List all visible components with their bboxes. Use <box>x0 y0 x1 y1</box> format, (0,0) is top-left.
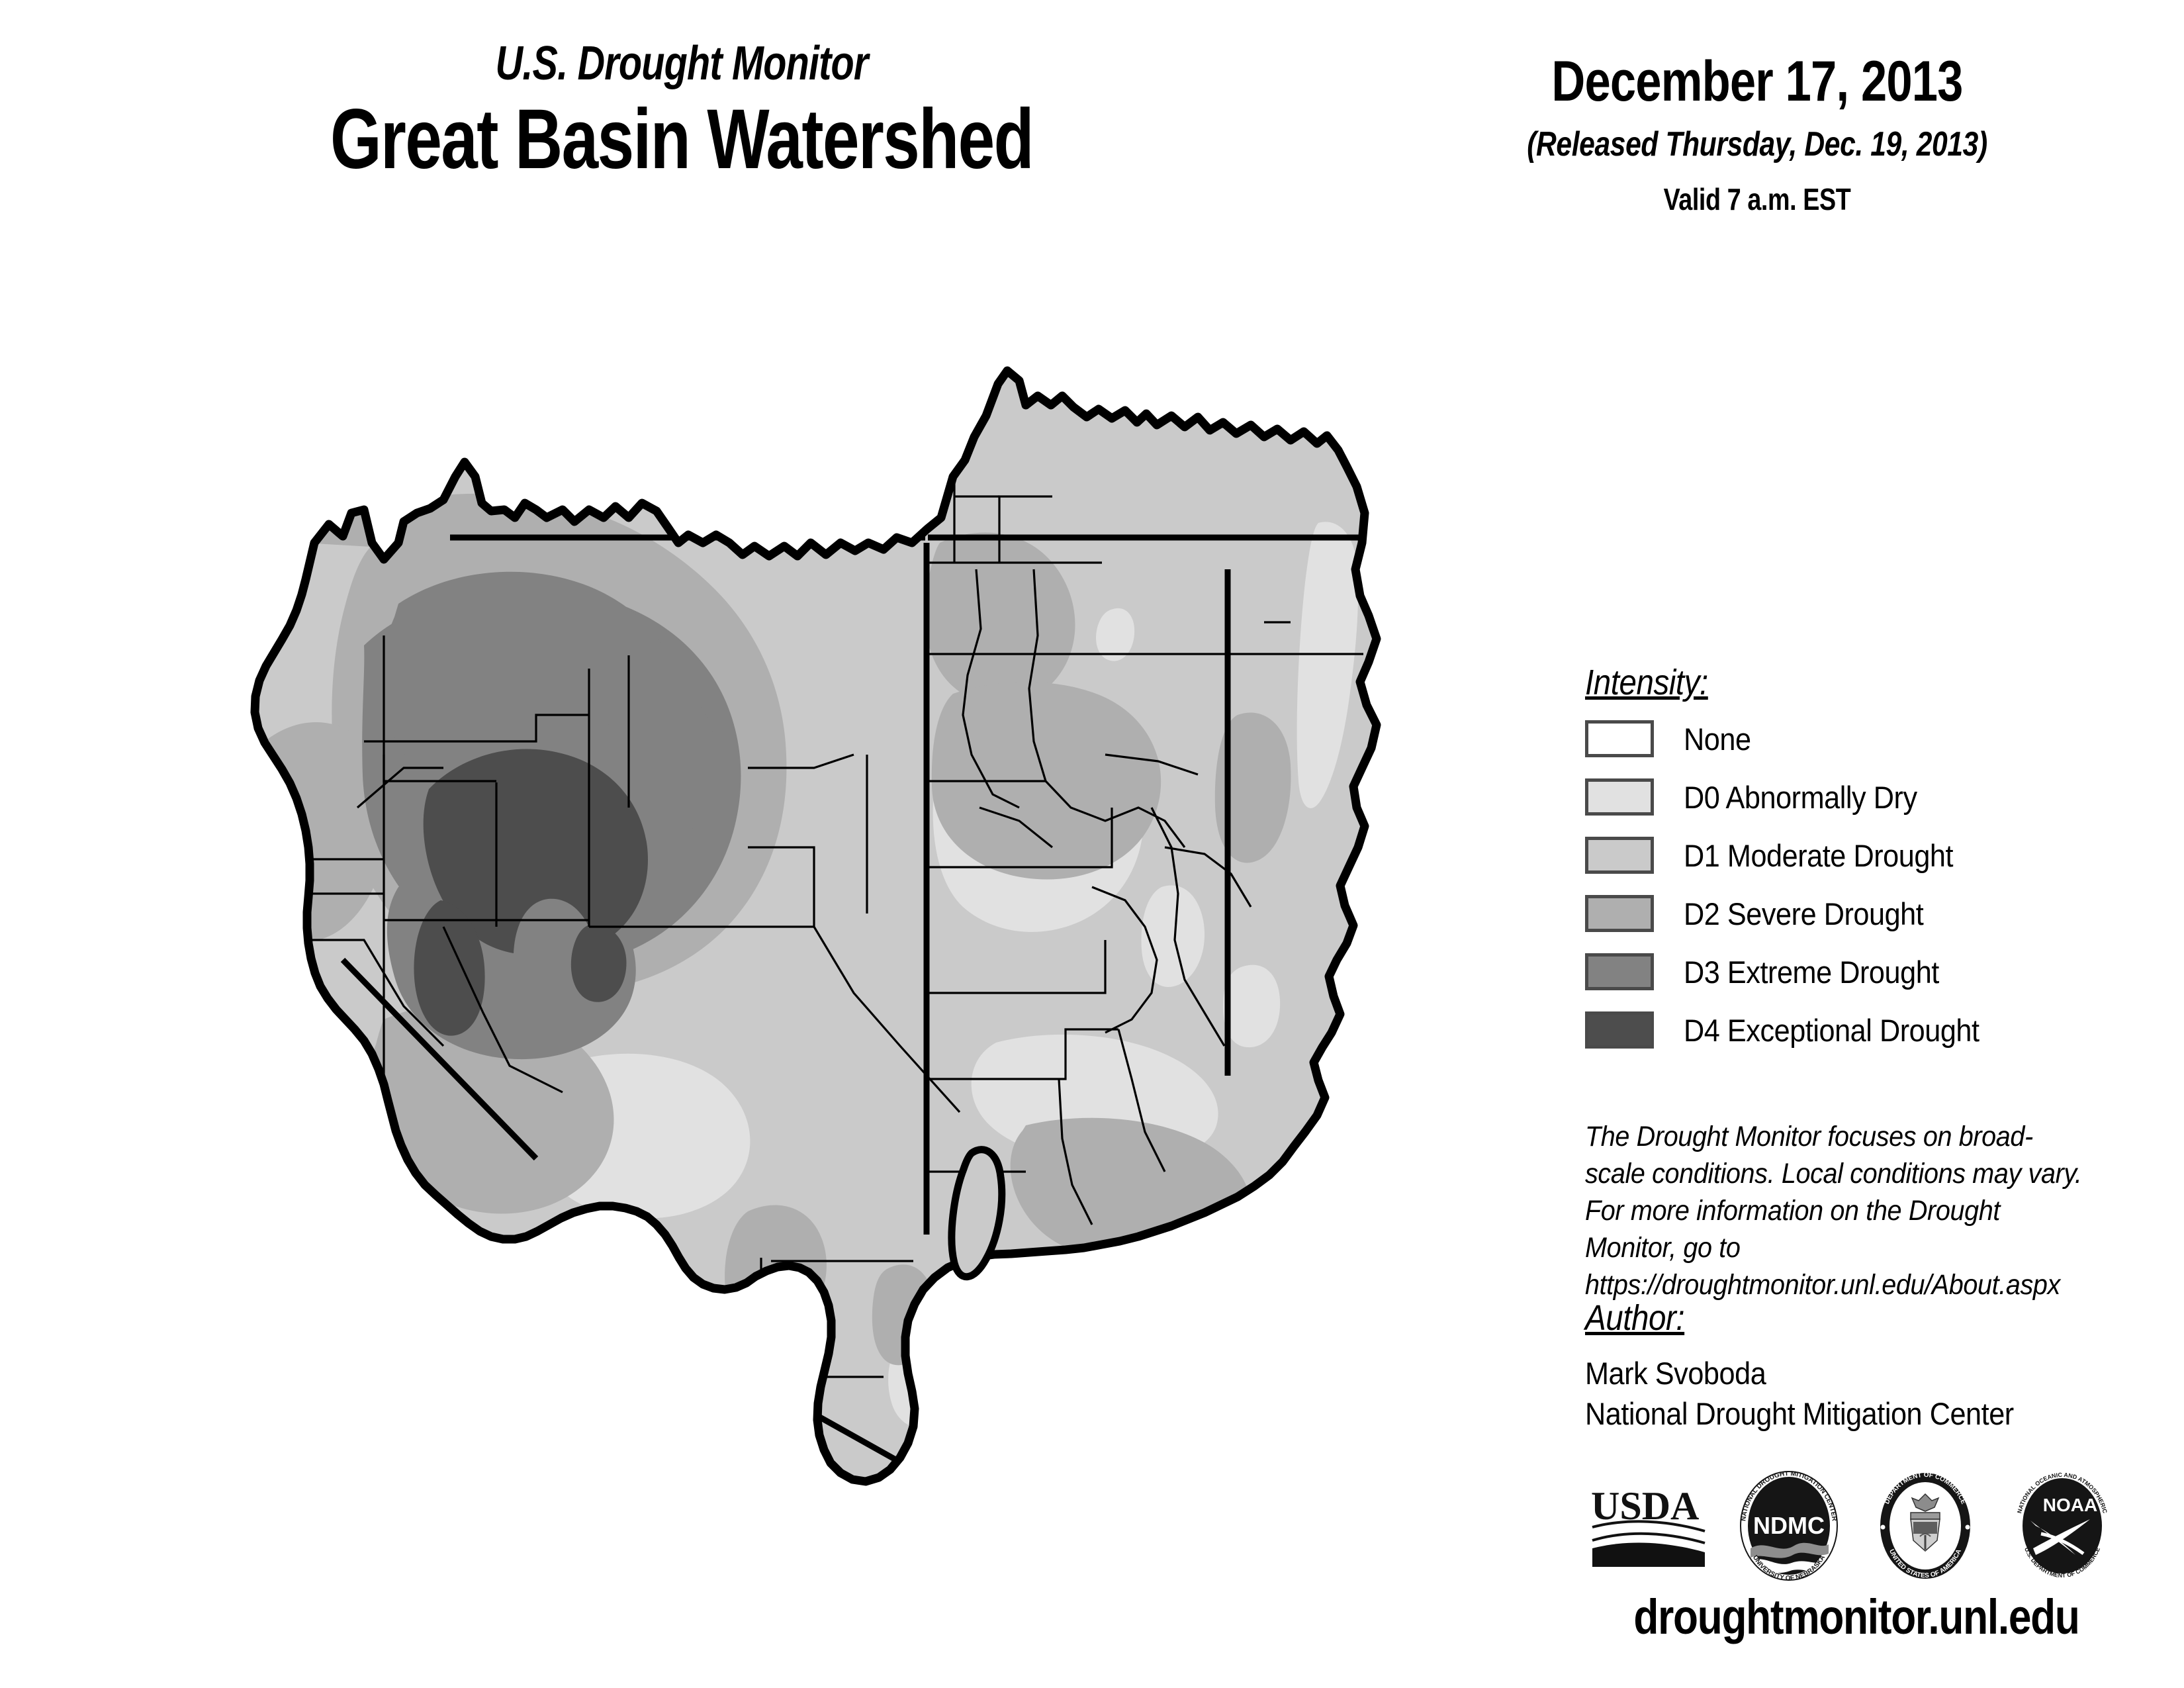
legend-swatch-d1 <box>1585 837 1654 874</box>
author-block: Author: Mark Svoboda National Drought Mi… <box>1585 1297 2134 1434</box>
svg-text:NOAA: NOAA <box>2043 1495 2097 1515</box>
drought-fill-layer <box>255 371 1377 1481</box>
author-affiliation: National Drought Mitigation Center <box>1585 1396 2014 1432</box>
legend-label-d4: D4 Exceptional Drought <box>1684 1012 1979 1048</box>
legend-row-none[interactable]: None <box>1585 715 2115 763</box>
detached-south-arm <box>948 1146 1006 1281</box>
legend-swatch-d0 <box>1585 778 1654 816</box>
legend-row-d2[interactable]: D2 Severe Drought <box>1585 890 2115 937</box>
website-url[interactable]: droughtmonitor.unl.edu <box>1633 1589 2079 1644</box>
legend: Intensity: None D0 Abnormally Dry D1 Mod… <box>1585 662 2115 1064</box>
watershed-outline <box>250 366 1381 1486</box>
noaa-logo: NOAA NATIONAL OCEANIC AND ATMOSPHERIC U.… <box>2007 1470 2118 1585</box>
legend-row-d0[interactable]: D0 Abnormally Dry <box>1585 773 2115 821</box>
legend-label-none: None <box>1684 721 1751 757</box>
fill-d2-region-east-col <box>1214 712 1291 863</box>
fill-d0-region-east-border <box>1223 964 1281 1048</box>
fill-d4-region-tail <box>414 900 485 1036</box>
release-date: (Released Thursday, Dec. 19, 2013) <box>1527 125 1987 164</box>
page-title: Great Basin Watershed <box>330 92 1034 187</box>
author-heading: Author: <box>1585 1298 1685 1338</box>
fill-d2-region-north-idaho <box>924 532 1075 705</box>
fill-d0-region-northeast-strip <box>1297 522 1359 808</box>
legend-swatch-d3 <box>1585 953 1654 990</box>
valid-time: Valid 7 a.m. EST <box>1663 182 1851 216</box>
legend-label-d3: D3 Extreme Drought <box>1684 954 1939 990</box>
fill-d4-region-nub <box>570 924 627 1002</box>
legend-label-d2: D2 Severe Drought <box>1684 896 1924 931</box>
ndmc-logo: NDMC NATIONAL DROUGHT MITIGATION CENTER … <box>1733 1470 1844 1585</box>
great-basin-watershed-drought-map <box>165 344 1443 1496</box>
program-title: U.S. Drought Monitor <box>495 37 868 90</box>
map-title-block: U.S. Drought Monitor Great Basin Watersh… <box>119 40 1244 184</box>
fill-d0-region-ne-tiny <box>1096 608 1135 661</box>
svg-text:NDMC: NDMC <box>1753 1512 1825 1539</box>
author-name: Mark Svoboda <box>1585 1356 1766 1391</box>
legend-row-d1[interactable]: D1 Moderate Drought <box>1585 831 2115 879</box>
legend-row-d4[interactable]: D4 Exceptional Drought <box>1585 1006 2115 1054</box>
map-svg <box>250 366 1381 1486</box>
legend-swatch-d2 <box>1585 895 1654 932</box>
partner-logos: USDA NDMC NATIONAL DROUGHT MITIGATION CE… <box>1588 1466 2118 1589</box>
legend-swatch-d4 <box>1585 1011 1654 1049</box>
legend-label-d0: D0 Abnormally Dry <box>1684 779 1917 815</box>
legend-swatch-none <box>1585 720 1654 757</box>
fill-d4-region-core <box>423 749 649 953</box>
date-block: December 17, 2013 (Released Thursday, De… <box>1443 53 2071 217</box>
legend-heading: Intensity: <box>1585 663 1708 702</box>
usda-logo: USDA <box>1588 1479 1707 1575</box>
disclaimer-text: The Drought Monitor focuses on broad-sca… <box>1585 1121 2082 1301</box>
doc-seal-logo: DEPARTMENT OF COMMERCE UNITED STATES OF … <box>1870 1470 1981 1585</box>
valid-date: December 17, 2013 <box>1551 50 1963 113</box>
legend-label-d1: D1 Moderate Drought <box>1684 837 1954 873</box>
legend-row-d3[interactable]: D3 Extreme Drought <box>1585 948 2115 996</box>
